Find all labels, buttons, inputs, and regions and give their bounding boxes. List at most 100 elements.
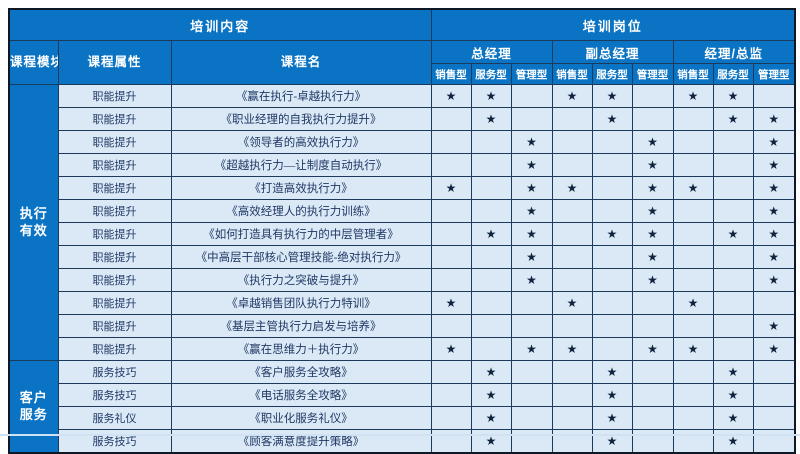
- star-cell: ★: [631, 245, 674, 269]
- star-cell: ★: [672, 84, 714, 108]
- empty-cell: [551, 199, 593, 223]
- empty-cell: [510, 314, 553, 338]
- empty-cell: [591, 130, 633, 154]
- star-cell: ★: [591, 406, 633, 430]
- course-name-cell: 《基层主管执行力启发与培养》: [170, 314, 432, 338]
- header-training-content: 培训内容: [8, 8, 432, 41]
- star-cell: ★: [631, 199, 674, 223]
- empty-cell: [591, 199, 633, 223]
- star-cell: ★: [470, 360, 512, 384]
- star-cell: ★: [752, 222, 796, 246]
- attribute-cell: 职能提升: [57, 291, 172, 315]
- empty-cell: [430, 222, 472, 246]
- star-cell: ★: [510, 245, 553, 269]
- empty-cell: [672, 199, 714, 223]
- empty-cell: [430, 199, 472, 223]
- course-name-cell: 《高效经理人的执行力训练》: [170, 199, 432, 223]
- course-name-cell: 《卓越销售团队执行力特训》: [170, 291, 432, 315]
- empty-cell: [470, 153, 512, 177]
- table-row: 客户 服务 服务技巧 《客户服务全攻略》 ★ ★ ★: [8, 360, 796, 454]
- header-course-module: 课程模块: [8, 40, 59, 85]
- star-cell: ★: [712, 107, 754, 131]
- empty-cell: [551, 406, 593, 430]
- header-row-top: 培训内容 培训岗位: [8, 8, 796, 41]
- table-row: 执行 有效 职能提升 《赢在执行-卓越执行力》 ★ ★ ★ ★ ★ ★: [8, 84, 796, 361]
- empty-cell: [672, 153, 714, 177]
- course-name-cell: 《客户服务全攻略》: [170, 360, 432, 384]
- empty-cell: [470, 130, 512, 154]
- table-row: 职能提升 《领导者的高效执行力》 ★ ★ ★: [9, 130, 796, 154]
- star-cell: ★: [591, 360, 633, 384]
- course-name-cell: 《电话服务全攻略》: [170, 383, 432, 407]
- table-body: 执行 有效 职能提升 《赢在执行-卓越执行力》 ★ ★ ★ ★ ★ ★ 职能提升 《职业经理的自我执行…: [8, 84, 796, 454]
- empty-cell: [752, 360, 796, 384]
- empty-cell: [672, 222, 714, 246]
- empty-cell: [672, 360, 714, 384]
- course-name-cell: 《领导者的高效执行力》: [170, 130, 432, 154]
- empty-cell: [430, 314, 472, 338]
- star-cell: ★: [430, 84, 472, 108]
- star-cell: ★: [591, 383, 633, 407]
- empty-cell: [591, 153, 633, 177]
- empty-cell: [551, 383, 593, 407]
- star-cell: ★: [672, 176, 714, 200]
- empty-cell: [551, 153, 593, 177]
- header-type-dgm-service: 服务型: [591, 63, 633, 85]
- attribute-cell: 职能提升: [57, 153, 172, 177]
- empty-cell: [510, 406, 553, 430]
- attribute-cell: 服务礼仪: [57, 406, 172, 430]
- module-cell-1: 客户 服务: [8, 360, 59, 454]
- table-row: 职能提升 《如何打造具有执行力的中层管理者》 ★ ★ ★ ★ ★ ★: [9, 222, 796, 246]
- star-cell: ★: [752, 337, 796, 361]
- header-type-gm-sales: 销售型: [430, 63, 472, 85]
- table-row: 职能提升 《高效经理人的执行力训练》 ★ ★ ★: [9, 199, 796, 223]
- star-cell: ★: [712, 222, 754, 246]
- course-name-cell: 《职业经理的自我执行力提升》: [170, 107, 432, 131]
- star-cell: ★: [551, 84, 593, 108]
- empty-cell: [672, 268, 714, 292]
- attribute-cell: 职能提升: [57, 130, 172, 154]
- empty-cell: [551, 222, 593, 246]
- empty-cell: [591, 291, 633, 315]
- empty-cell: [591, 337, 633, 361]
- table-row: 职能提升 《超越执行力—让制度自动执行》 ★ ★ ★: [9, 153, 796, 177]
- empty-cell: [591, 245, 633, 269]
- empty-cell: [672, 406, 714, 430]
- star-cell: ★: [631, 337, 674, 361]
- star-cell: ★: [752, 199, 796, 223]
- empty-cell: [631, 383, 674, 407]
- empty-cell: [551, 268, 593, 292]
- star-cell: ★: [470, 222, 512, 246]
- empty-cell: [712, 314, 754, 338]
- empty-cell: [430, 107, 472, 131]
- empty-cell: [631, 84, 674, 108]
- empty-cell: [591, 268, 633, 292]
- star-cell: ★: [551, 291, 593, 315]
- empty-cell: [631, 291, 674, 315]
- empty-cell: [712, 153, 754, 177]
- star-cell: ★: [510, 199, 553, 223]
- empty-cell: [631, 107, 674, 131]
- header-training-positions: 培训岗位: [430, 8, 796, 41]
- empty-cell: [672, 107, 714, 131]
- star-cell: ★: [591, 107, 633, 131]
- empty-cell: [470, 199, 512, 223]
- attribute-cell: 职能提升: [57, 268, 172, 292]
- empty-cell: [631, 406, 674, 430]
- star-cell: ★: [551, 176, 593, 200]
- empty-cell: [752, 84, 796, 108]
- course-name-cell: 《赢在思维力＋执行力》: [170, 337, 432, 361]
- empty-cell: [551, 360, 593, 384]
- empty-cell: [470, 314, 512, 338]
- slide-bottom-accent-strip: [0, 434, 800, 436]
- empty-cell: [510, 383, 553, 407]
- header-group-deputy-general-manager: 副总经理: [551, 40, 674, 64]
- attribute-cell: 服务技巧: [57, 360, 172, 384]
- training-matrix-table: 培训内容 培训岗位 课程模块 课程属性 课程名 总经理 副总经理 经理/总监 销…: [8, 8, 797, 454]
- star-cell: ★: [430, 337, 472, 361]
- table-row: 职能提升 《赢在思维力＋执行力》 ★ ★ ★ ★ ★ ★: [9, 337, 796, 361]
- empty-cell: [672, 130, 714, 154]
- module-cell-0: 执行 有效: [8, 84, 59, 361]
- empty-cell: [712, 291, 754, 315]
- course-name-cell: 《赢在执行-卓越执行力》: [170, 84, 432, 108]
